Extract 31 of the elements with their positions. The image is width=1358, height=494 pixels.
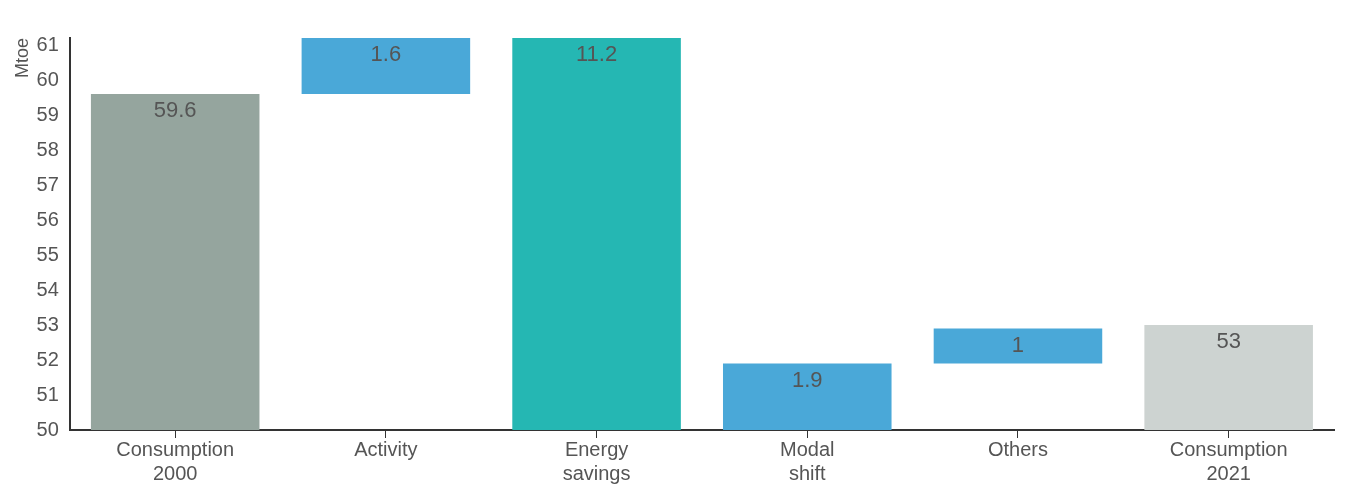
x-tick-label: Energy savings (562, 437, 631, 484)
y-tick-label: 52 (36, 347, 59, 370)
bar (1144, 325, 1313, 430)
y-tick-label: 56 (36, 207, 59, 230)
data-label: 11.2 (575, 41, 618, 67)
bar (90, 94, 260, 430)
data-label: 59.6 (153, 97, 197, 123)
y-tick-label: 50 (36, 417, 59, 440)
y-tick-label: 55 (36, 242, 59, 265)
bar (301, 38, 471, 94)
y-tick-label: 60 (36, 67, 59, 90)
x-tick-label: Modal shift (780, 437, 835, 484)
y-tick-label: 51 (36, 382, 59, 405)
data-label: 1 (1011, 331, 1025, 357)
y-axis-title: Mtoe (11, 38, 32, 79)
y-tick-label: 53 (36, 312, 59, 335)
y-tick-label: 58 (36, 137, 59, 160)
y-tick-label: 59 (36, 102, 59, 125)
x-tick-label: Others (987, 437, 1048, 460)
data-label: 1.9 (791, 366, 823, 392)
data-label: 53 (1216, 328, 1241, 354)
y-tick-label: 61 (36, 32, 59, 55)
data-label: 1.6 (370, 41, 402, 67)
y-tick-label: 57 (36, 172, 59, 195)
x-tick-label: Activity (354, 437, 418, 460)
x-tick-label: Consumption 2000 (116, 437, 235, 484)
x-tick-label: Consumption 2021 (1169, 437, 1288, 484)
bar (722, 363, 892, 430)
bar (512, 38, 681, 430)
y-tick-label: 54 (36, 277, 59, 300)
bar (933, 328, 1103, 364)
